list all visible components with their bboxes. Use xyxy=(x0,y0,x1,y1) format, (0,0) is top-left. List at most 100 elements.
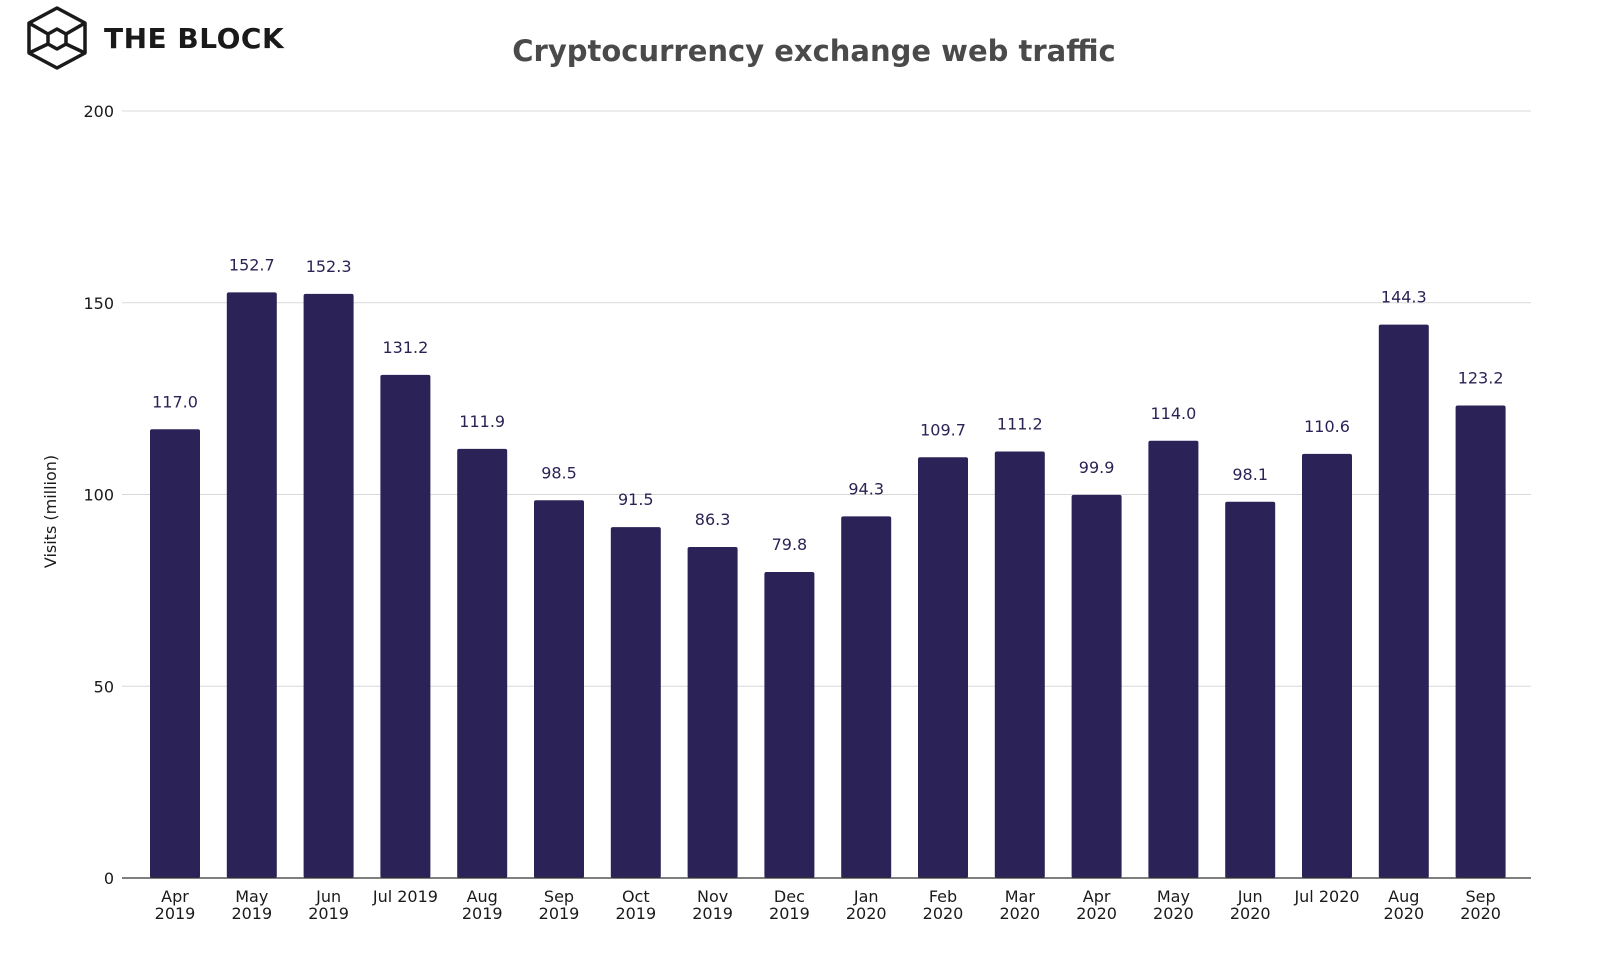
bar xyxy=(1455,405,1506,878)
bar xyxy=(150,429,200,878)
data-label: 123.2 xyxy=(1458,369,1504,388)
bar xyxy=(1071,494,1122,878)
data-label: 111.9 xyxy=(459,412,505,431)
x-tick-line: 2020 xyxy=(1230,904,1271,923)
x-tick-line: Nov xyxy=(697,887,728,906)
x-tick-label: Jul 2020 xyxy=(1293,887,1359,906)
data-label: 109.7 xyxy=(920,420,966,439)
x-tick-label: Dec 2019 xyxy=(769,887,810,923)
data-label: 79.8 xyxy=(772,535,808,554)
data-label: 98.5 xyxy=(541,463,577,482)
x-tick-label: Jun 2020 xyxy=(1230,887,1271,923)
bar xyxy=(918,457,968,878)
x-tick-label: Jul 2019 xyxy=(372,887,438,906)
bar xyxy=(226,292,277,878)
gridlines xyxy=(122,110,1531,687)
x-tick-line: Apr xyxy=(161,887,189,906)
y-tick-label: 200 xyxy=(83,102,114,121)
data-label: 152.3 xyxy=(306,257,352,276)
data-label: 94.3 xyxy=(848,479,884,498)
data-label: 99.9 xyxy=(1079,458,1115,477)
x-tick-line: Jun xyxy=(315,887,341,906)
bar xyxy=(1148,440,1199,878)
x-tick-line: 2020 xyxy=(1153,904,1194,923)
y-tick-label: 50 xyxy=(94,677,114,696)
brand-name: THE BLOCK xyxy=(104,21,285,55)
x-tick-line: Apr xyxy=(1083,887,1111,906)
the-block-cube-icon xyxy=(27,6,87,70)
y-tick-label: 150 xyxy=(83,294,114,313)
y-axis-label: Visits (million) xyxy=(41,455,60,568)
bar xyxy=(457,448,508,878)
x-tick-line: 2020 xyxy=(1383,904,1424,923)
data-label: 98.1 xyxy=(1232,465,1268,484)
x-tick-line: Feb xyxy=(929,887,957,906)
x-tick-line: Jan xyxy=(853,887,879,906)
x-tick-label: May 2020 xyxy=(1153,887,1194,923)
x-tick-line: May xyxy=(1157,887,1190,906)
data-label: 110.6 xyxy=(1304,417,1350,436)
x-tick-label: Feb 2020 xyxy=(923,887,964,923)
x-tick-label: Jan 2020 xyxy=(846,887,887,923)
x-tick-line: Sep xyxy=(1466,887,1496,906)
bar xyxy=(610,527,661,878)
x-tick-line: Jul 2020 xyxy=(1293,887,1359,906)
x-tick-line: Aug xyxy=(467,887,498,906)
x-tick-line: Jun xyxy=(1237,887,1263,906)
data-label: 131.2 xyxy=(382,338,428,357)
bar xyxy=(380,374,431,878)
x-tick-label: Apr 2019 xyxy=(155,887,196,923)
bar xyxy=(1225,501,1276,878)
brand-logo: THE BLOCK xyxy=(24,5,284,71)
y-tick-label: 0 xyxy=(104,869,114,888)
x-tick-label: Jun 2019 xyxy=(308,887,349,923)
bar xyxy=(764,571,815,878)
data-label: 91.5 xyxy=(618,490,654,509)
data-label: 111.2 xyxy=(997,415,1043,434)
x-tick-label: Sep 2020 xyxy=(1460,887,1501,923)
data-label: 114.0 xyxy=(1150,404,1196,423)
x-tick-label: Aug 2019 xyxy=(462,887,503,923)
x-tick-line: 2020 xyxy=(923,904,964,923)
x-tick-line: 2019 xyxy=(231,904,272,923)
y-axis-ticks: 0 50 100 150 200 xyxy=(83,102,114,888)
x-tick-line: Oct xyxy=(622,887,650,906)
data-label: 117.0 xyxy=(152,392,198,411)
x-tick-line: 2020 xyxy=(1076,904,1117,923)
x-tick-line: Dec xyxy=(774,887,805,906)
x-tick-line: 2020 xyxy=(999,904,1040,923)
x-tick-line: 2019 xyxy=(462,904,503,923)
chart-title: Cryptocurrency exchange web traffic xyxy=(512,34,1116,68)
x-tick-line: Jul 2019 xyxy=(372,887,438,906)
x-tick-label: Nov 2019 xyxy=(692,887,733,923)
x-tick-line: 2019 xyxy=(308,904,349,923)
chart-title-wrap: Cryptocurrency exchange web traffic xyxy=(0,34,1608,68)
bar xyxy=(994,451,1045,878)
x-tick-label: Mar 2020 xyxy=(999,887,1040,923)
data-label: 152.7 xyxy=(229,255,275,274)
data-labels: 117.0 152.7 152.3 131.2 111.9 98.5 91.5 86.3 79.… xyxy=(152,255,1503,554)
x-tick-label: Sep 2019 xyxy=(539,887,580,923)
bar xyxy=(303,293,354,878)
data-label: 144.3 xyxy=(1381,288,1427,307)
bar xyxy=(841,516,892,878)
bar xyxy=(534,500,584,878)
x-tick-line: Sep xyxy=(544,887,574,906)
x-tick-label: May 2019 xyxy=(231,887,272,923)
x-tick-line: Aug xyxy=(1388,887,1419,906)
x-tick-line: 2019 xyxy=(615,904,656,923)
x-tick-line: 2020 xyxy=(1460,904,1501,923)
x-tick-line: 2019 xyxy=(692,904,733,923)
data-label: 86.3 xyxy=(695,510,731,529)
x-tick-line: 2020 xyxy=(846,904,887,923)
x-tick-label: Aug 2020 xyxy=(1383,887,1424,923)
bars xyxy=(150,292,1506,878)
x-tick-line: 2019 xyxy=(155,904,196,923)
x-tick-line: 2019 xyxy=(769,904,810,923)
x-tick-label: Apr 2020 xyxy=(1076,887,1117,923)
bar xyxy=(687,547,738,878)
bar xyxy=(1302,453,1352,878)
x-tick-line: 2019 xyxy=(539,904,580,923)
